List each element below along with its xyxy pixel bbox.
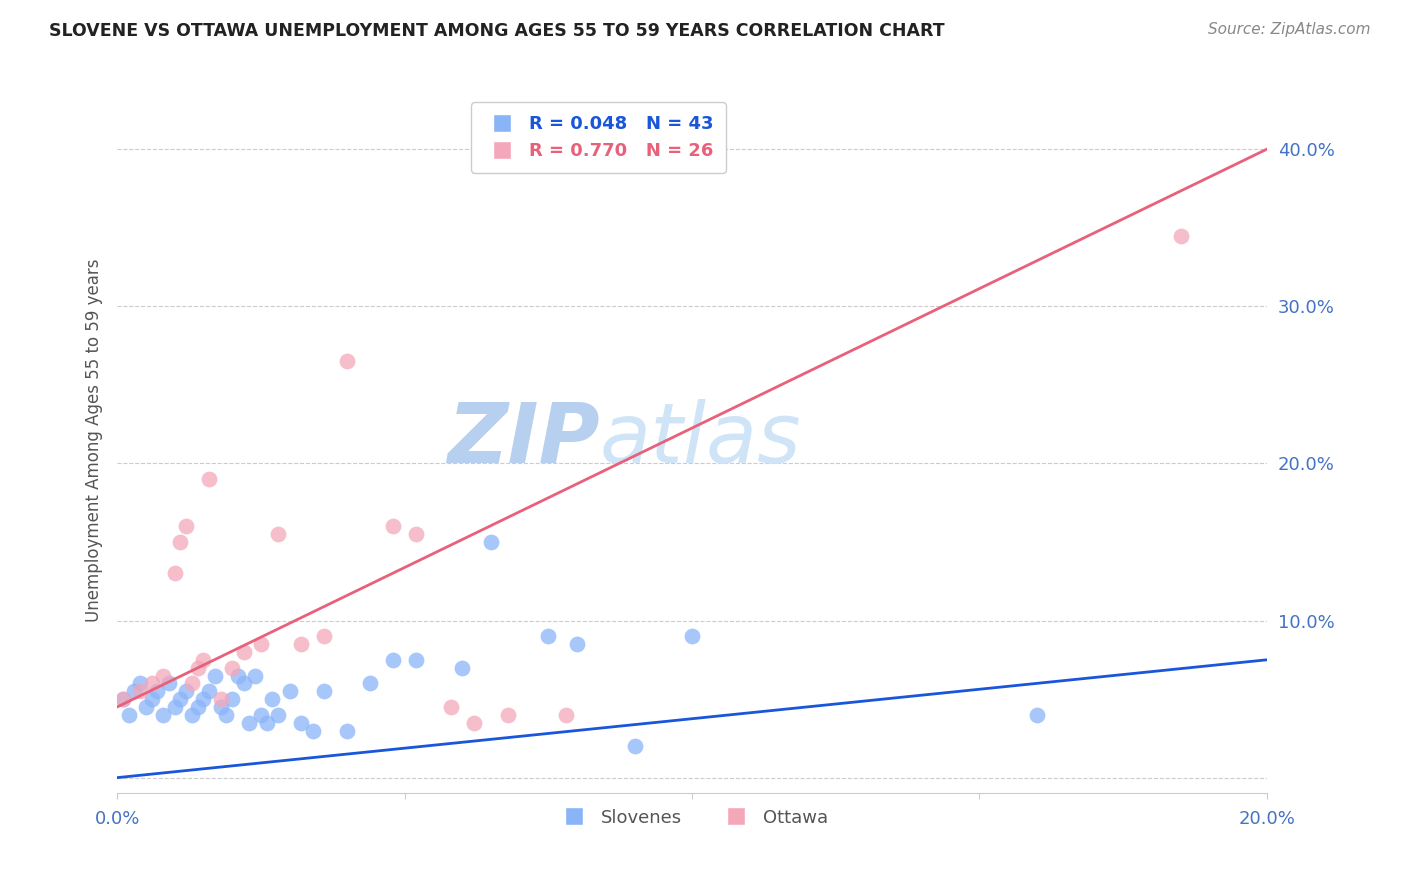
Point <box>152 668 174 682</box>
Point <box>1170 228 1192 243</box>
Point <box>198 684 221 698</box>
Point <box>290 715 312 730</box>
Point <box>209 700 232 714</box>
Point <box>180 676 202 690</box>
Point <box>238 715 260 730</box>
Point <box>1025 707 1047 722</box>
Point <box>118 707 141 722</box>
Point <box>174 684 197 698</box>
Point <box>262 692 284 706</box>
Point <box>141 692 163 706</box>
Point <box>290 637 312 651</box>
Text: ZIP: ZIP <box>447 400 600 481</box>
Point <box>163 566 186 581</box>
Point <box>681 629 703 643</box>
Point <box>187 700 209 714</box>
Point <box>256 715 278 730</box>
Point <box>180 707 202 722</box>
Point <box>193 653 215 667</box>
Point <box>301 723 323 738</box>
Point <box>141 676 163 690</box>
Text: atlas: atlas <box>600 400 801 481</box>
Point <box>152 707 174 722</box>
Point <box>382 653 405 667</box>
Point <box>146 684 169 698</box>
Point <box>405 653 427 667</box>
Point <box>135 700 157 714</box>
Point <box>243 668 266 682</box>
Point <box>204 668 226 682</box>
Point <box>336 354 359 368</box>
Point <box>221 692 243 706</box>
Text: SLOVENE VS OTTAWA UNEMPLOYMENT AMONG AGES 55 TO 59 YEARS CORRELATION CHART: SLOVENE VS OTTAWA UNEMPLOYMENT AMONG AGE… <box>49 22 945 40</box>
Point <box>336 723 359 738</box>
Point <box>537 629 560 643</box>
Point <box>405 527 427 541</box>
Point <box>278 684 301 698</box>
Point <box>198 472 221 486</box>
Point <box>221 661 243 675</box>
Point <box>157 676 180 690</box>
Text: Source: ZipAtlas.com: Source: ZipAtlas.com <box>1208 22 1371 37</box>
Point <box>496 707 519 722</box>
Point <box>209 692 232 706</box>
Y-axis label: Unemployment Among Ages 55 to 59 years: Unemployment Among Ages 55 to 59 years <box>86 258 103 622</box>
Point <box>226 668 249 682</box>
Point <box>267 527 290 541</box>
Point <box>623 739 645 754</box>
Point <box>554 707 576 722</box>
Point <box>267 707 290 722</box>
Point <box>359 676 381 690</box>
Point <box>565 637 588 651</box>
Point <box>169 535 191 549</box>
Point <box>250 707 273 722</box>
Point <box>163 700 186 714</box>
Point <box>215 707 238 722</box>
Point <box>174 519 197 533</box>
Point <box>314 629 336 643</box>
Point <box>187 661 209 675</box>
Point <box>314 684 336 698</box>
Point <box>382 519 405 533</box>
Point <box>129 684 152 698</box>
Point <box>193 692 215 706</box>
Point <box>169 692 191 706</box>
Point <box>232 645 254 659</box>
Point <box>463 715 485 730</box>
Point <box>232 676 254 690</box>
Point <box>111 692 134 706</box>
Legend: Slovenes, Ottawa: Slovenes, Ottawa <box>548 801 835 834</box>
Point <box>250 637 273 651</box>
Point <box>439 700 461 714</box>
Point <box>124 684 146 698</box>
Point <box>451 661 474 675</box>
Point <box>479 535 502 549</box>
Point <box>129 676 152 690</box>
Point <box>111 692 134 706</box>
